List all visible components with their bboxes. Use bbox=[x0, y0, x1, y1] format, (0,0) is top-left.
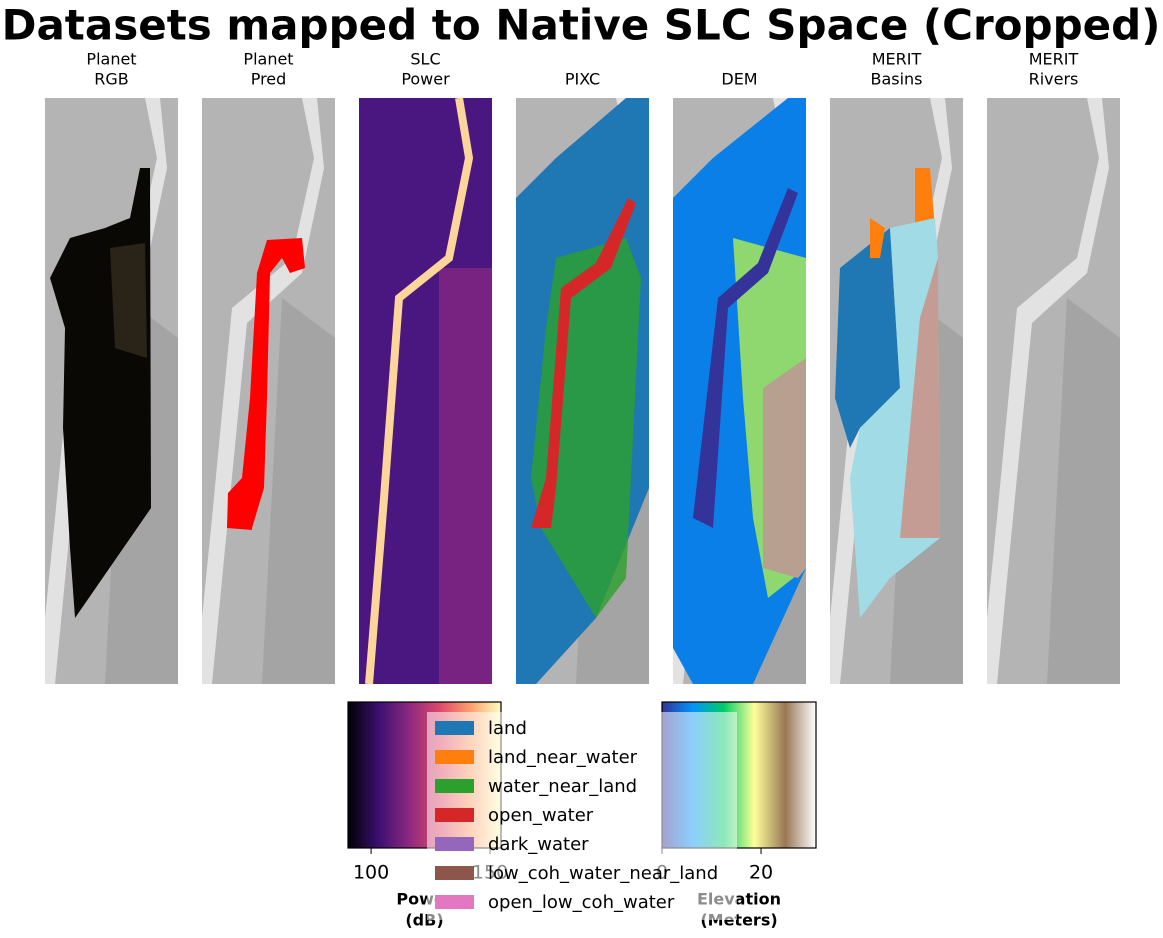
panel-image bbox=[45, 98, 178, 684]
panel-title: Planet bbox=[243, 50, 293, 69]
panel-image bbox=[987, 98, 1120, 684]
legend-label: water_near_land bbox=[488, 776, 637, 797]
panel-title: Pred bbox=[251, 70, 287, 89]
legend-swatch bbox=[435, 808, 474, 822]
panel-image bbox=[202, 98, 335, 684]
legend-label: open_water bbox=[488, 805, 594, 826]
legend-label: open_low_coh_water bbox=[488, 892, 675, 913]
panel-title: Rivers bbox=[1029, 70, 1079, 89]
figure-title: Datasets mapped to Native SLC Space (Cro… bbox=[2, 1, 1161, 50]
panels bbox=[45, 97, 1120, 685]
legend-swatch bbox=[435, 895, 474, 909]
legend-label: low_coh_water_near_land bbox=[488, 863, 718, 884]
panel-title: RGB bbox=[94, 70, 129, 89]
panel-image bbox=[516, 98, 649, 684]
panel-title: PIXC bbox=[565, 70, 600, 89]
legend-swatch bbox=[435, 721, 474, 735]
colorbar-tick-label: 20 bbox=[749, 862, 773, 884]
legend-frame bbox=[427, 712, 737, 920]
panel-image bbox=[830, 98, 963, 684]
panel-image bbox=[359, 97, 492, 685]
colorbar-tick-label: 100 bbox=[353, 862, 389, 884]
panel-image bbox=[673, 98, 806, 684]
panel-title: Basins bbox=[870, 70, 922, 89]
panel-title: SLC bbox=[410, 50, 440, 69]
panel-title: Planet bbox=[86, 50, 136, 69]
legend-swatch bbox=[435, 837, 474, 851]
panel-title: MERIT bbox=[872, 50, 922, 69]
legend-swatch bbox=[435, 779, 474, 793]
legend-swatch bbox=[435, 750, 474, 764]
legend-label: dark_water bbox=[488, 834, 589, 855]
panel-title: Power bbox=[401, 70, 450, 89]
panel-title: DEM bbox=[721, 70, 757, 89]
legend-label: land_near_water bbox=[488, 747, 638, 768]
legend-label: land bbox=[488, 718, 527, 739]
panel-title: MERIT bbox=[1029, 50, 1079, 69]
legend-swatch bbox=[435, 866, 474, 880]
